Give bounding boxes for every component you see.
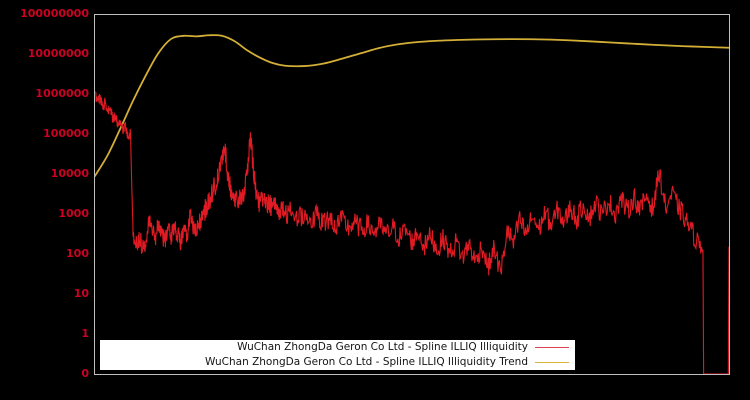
y-tick-label: 10000 — [50, 167, 89, 180]
plot-area — [94, 14, 730, 375]
y-tick-label: 1 — [81, 327, 89, 340]
trend-line — [95, 34, 729, 177]
y-tick-label: 10000000 — [27, 47, 89, 60]
legend-entry-trend[interactable]: WuChan ZhongDa Geron Co Ltd - Spline ILL… — [100, 355, 575, 370]
y-tick-label: 0 — [81, 367, 89, 380]
y-tick-label: 1000 — [58, 207, 89, 220]
y-tick-label: 100000000 — [20, 7, 89, 20]
line-swatch-illiquidity-icon — [535, 347, 569, 348]
y-tick-label: 10 — [73, 287, 89, 300]
line-swatch-trend-icon — [535, 362, 569, 363]
y-axis: 100000000 10000000 1000000 100000 10000 … — [0, 0, 89, 400]
y-tick-label: 100000 — [43, 127, 89, 140]
legend-label-trend: WuChan ZhongDa Geron Co Ltd - Spline ILL… — [205, 356, 528, 368]
y-tick-label: 100 — [66, 247, 89, 260]
legend-label-illiquidity: WuChan ZhongDa Geron Co Ltd - Spline ILL… — [237, 341, 528, 353]
y-tick-label: 1000000 — [35, 87, 89, 100]
legend-entry-illiquidity[interactable]: WuChan ZhongDa Geron Co Ltd - Spline ILL… — [100, 340, 575, 355]
legend[interactable]: WuChan ZhongDa Geron Co Ltd - Spline ILL… — [100, 340, 575, 370]
series-canvas — [95, 34, 729, 374]
illiquidity-line — [95, 91, 729, 374]
